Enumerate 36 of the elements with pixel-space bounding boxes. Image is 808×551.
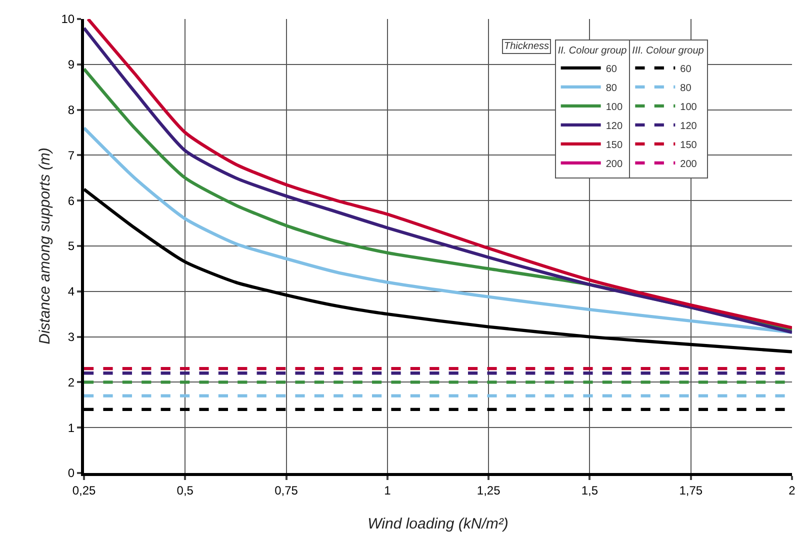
x-tick-label: 1 — [384, 483, 392, 498]
x-tick-label: 0,5 — [176, 483, 194, 498]
x-tick-label: 1,5 — [581, 483, 598, 498]
y-tick-label: 0 — [68, 466, 75, 480]
x-tick-label: 0,75 — [274, 483, 298, 498]
legend-label: 80 — [606, 82, 618, 94]
x-axis-title: Wind loading (kN/m²) — [368, 515, 508, 532]
legend-label: 150 — [680, 140, 698, 151]
y-tick-label: 4 — [68, 284, 75, 299]
legend-label: 120 — [680, 120, 698, 132]
y-axis-title: Distance among supports (m) — [36, 148, 54, 344]
x-tick-label: 0,25 — [72, 483, 96, 498]
x-tick-label: 1,75 — [679, 483, 703, 498]
y-tick-label: 5 — [68, 239, 75, 254]
y-tick-label: 9 — [68, 58, 75, 72]
legend-label: 60 — [680, 64, 692, 75]
y-tick-label: 1 — [68, 420, 75, 435]
legend-label: 60 — [606, 64, 618, 75]
annotation: II. Colour group — [558, 45, 628, 56]
legend-title: Thickness — [504, 41, 550, 52]
legend-label: 100 — [680, 102, 698, 113]
y-tick-label: 8 — [68, 103, 75, 117]
legend-label: 200 — [680, 158, 698, 170]
legend-label: 80 — [680, 82, 692, 94]
legend-label: 200 — [606, 158, 623, 170]
y-tick-label: 6 — [68, 194, 75, 208]
legend-label: 150 — [606, 140, 623, 151]
y-tick-label: 3 — [68, 330, 75, 344]
y-tick-label: 7 — [68, 148, 75, 162]
y-tick-label: 10 — [61, 12, 75, 26]
legend-label: 120 — [606, 120, 623, 132]
annotation: III. Colour group — [632, 45, 704, 56]
y-tick-label: 2 — [68, 375, 75, 390]
legend-label: 100 — [606, 102, 623, 113]
x-tick-label: 1,25 — [476, 483, 501, 498]
x-tick-label: 2 — [788, 483, 796, 498]
